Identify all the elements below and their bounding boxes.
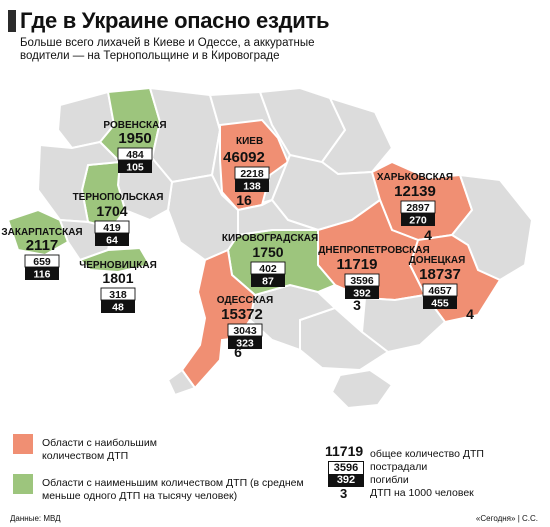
region-killed-label: 87 [262,276,274,288]
region-killed-box [235,179,269,192]
region-total-label: 12139 [394,183,436,200]
region-killed-box [251,274,285,287]
region-total-label: 1704 [96,203,127,219]
region-killed-label: 116 [34,269,51,281]
region-killed-label: 455 [431,298,449,310]
region-killed-label: 138 [243,181,261,193]
region-injured-label: 419 [103,222,121,234]
region-injured-label: 2218 [240,168,264,180]
region-killed-label: 64 [106,235,118,247]
region-injured-label: 2897 [406,202,430,214]
region-killed-box [118,160,152,173]
region-name-label: КИЕВ [236,136,263,147]
region-total-label: 18737 [419,266,461,283]
region-killed-box [95,233,129,246]
region-per1000-label: 4 [466,306,474,322]
region-per1000-label: 4 [424,227,432,243]
key-per1000-label: ДТП на 1000 человек [370,487,474,499]
region-per1000-label: 16 [236,192,252,208]
region-total-label: 11719 [337,256,378,273]
region-name-label: ДОНЕЦКАЯ [409,255,466,266]
region-injured-label: 318 [109,289,127,301]
region-killed-box [228,336,262,349]
key-killed-label: погибли [370,474,409,486]
region-total-label: 1750 [252,244,283,260]
ukraine-map: РОВЕНСКАЯ1950484105КИЕВ46092221813816ХАР… [1,86,534,410]
region-name-label: ЗАКАРПАТСКАЯ [1,227,82,238]
region-killed-label: 392 [353,288,371,300]
key-injured-label: пострадали [370,461,428,473]
region-shape [36,140,123,224]
region-name-label: РОВЕНСКАЯ [103,120,166,131]
region-killed-label: 105 [126,162,144,174]
key-killed-box: 392 [328,474,364,487]
region-killed-label: 48 [112,302,124,314]
region-name-label: ТЕРНОПОЛЬСКАЯ [73,192,164,203]
title-accent-bar [8,10,16,32]
region-killed-box [345,286,379,299]
region-killed-box [101,300,135,313]
region-total-label: 2117 [26,237,59,254]
region-name-label: КИРОВОГРАДСКАЯ [222,233,318,244]
region-total-label: 1950 [118,130,151,147]
regions-layer [6,86,534,410]
labels-layer: РОВЕНСКАЯ1950484105КИЕВ46092221813816ХАР… [1,120,474,360]
page-title: Где в Украине опасно ездить [20,8,330,33]
region-injured-label: 3043 [233,325,257,337]
legend-swatch-low [13,474,33,494]
region-shape [180,248,257,390]
key-total: 11719 [325,443,364,459]
region-injured-label: 4657 [428,285,452,297]
region-injured-label: 484 [126,149,144,161]
region-killed-box [423,296,457,309]
region-per1000-label: 3 [353,297,361,313]
region-injured-label: 3596 [350,275,374,287]
region-shape [166,173,239,262]
legend-label-high: Области с наибольшим количеством ДТП [42,437,157,462]
region-killed-label: 323 [236,338,254,350]
region-name-label: ОДЕССКАЯ [217,295,273,306]
region-killed-box [25,267,59,280]
region-name-label: ХАРЬКОВСКАЯ [377,172,453,183]
region-name-label: ЧЕРНОВИЦКАЯ [79,260,157,271]
source-note: Данные: МВД [10,514,61,523]
region-shape [330,368,394,410]
page-subtitle: Больше всего лихачей в Киеве и Одессе, а… [20,37,315,62]
region-per1000-label: 6 [234,344,242,360]
region-name-label: ДНЕПРОПЕТРОВСКАЯ [318,245,429,256]
region-total-label: 15372 [221,306,263,323]
key-total-label: общее количество ДТП [370,448,484,460]
legend-label-low: Области с наименьшим количеством ДТП (в … [42,477,304,502]
region-shape [166,368,197,397]
region-shape [299,306,390,372]
region-injured-label: 659 [33,256,51,268]
region-total-label: 1801 [102,270,133,286]
region-injured-label: 402 [259,263,277,275]
legend-swatch-high [13,434,33,454]
region-shape [237,198,319,237]
region-total-label: 46092 [223,149,265,166]
region-killed-box [401,213,435,226]
credit-note: «Сегодня» | С.С. [475,514,538,523]
region-killed-label: 270 [409,215,427,227]
region-shape [78,246,152,274]
key-per1000: 3 [340,486,348,501]
key-injured-box: 3596 [328,461,364,475]
